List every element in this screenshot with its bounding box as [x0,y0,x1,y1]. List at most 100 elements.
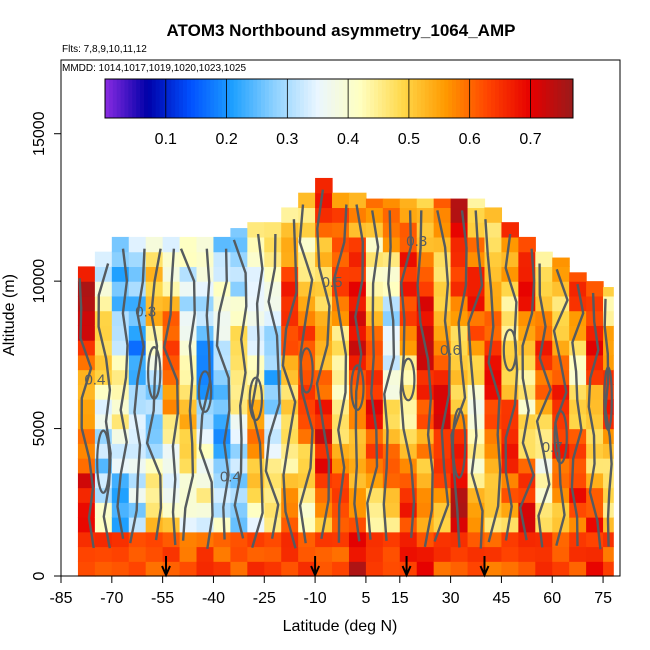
contour-line [198,248,214,549]
contour-line [570,283,585,547]
x-tick-label: -10 [304,590,327,607]
contour-line [250,233,264,549]
heat-cell [450,266,469,282]
heat-cell [399,207,418,223]
colorbar-segment [296,79,301,118]
heat-cell [501,531,519,548]
heat-cell [298,251,316,267]
heat-cell [128,413,147,430]
colorbar-segment [311,79,317,118]
heat-cell [94,502,113,518]
heat-cell [484,340,503,356]
colorbar-segment [471,79,476,118]
heat-cell [484,531,503,548]
heat-cell [450,502,469,518]
contour-line [145,248,163,541]
colorbar-segment [487,79,492,118]
heat-cell [281,472,299,489]
heat-cell [315,413,333,430]
heat-cell [518,310,536,326]
heat-cell [433,472,452,489]
heat-cell [416,428,435,444]
heat-cell [264,340,282,356]
heat-cell [111,384,130,400]
colorbar-segment [518,79,523,118]
heat-cell [332,472,350,489]
heat-cell [264,546,282,562]
heat-cell [230,295,248,312]
heat-cell [196,236,215,253]
heat-cell [230,251,248,267]
heat-cell [518,502,536,518]
heat-cell [179,443,198,459]
heat-cell [365,502,384,518]
heat-cell [145,443,164,459]
colorbar-segment [381,79,387,118]
colorbar-tick-label: 0.5 [398,131,420,148]
heat-cell [264,428,282,444]
heat-cell [348,310,367,326]
heat-cell [111,502,130,518]
heat-cell [179,325,198,341]
heat-cell [111,561,130,577]
heat-cell [111,295,130,312]
colorbar-segment [280,79,285,118]
heat-cell [382,502,401,518]
colorbar-segment [432,79,437,118]
heat-cell [94,251,113,267]
heat-cell [484,472,503,489]
colorbar-segment [561,79,566,118]
profile-marker-head [479,565,490,578]
x-tick-label: -40 [202,590,225,607]
colorbar-segment [225,79,231,118]
contour-loop [603,366,613,431]
heat-cell [77,281,96,297]
colorbar-segment [452,79,457,118]
heat-cell [552,325,570,341]
colorbar-segment [198,79,203,118]
colorbar-segment [401,79,406,118]
heat-cell [467,340,486,356]
colorbar-segment [229,79,235,118]
heat-cell [433,546,452,562]
heat-cell [365,207,384,223]
heat-cell [348,487,367,503]
heat-cell [552,340,570,356]
colorbar-segment [210,79,215,118]
heat-cell [77,561,96,577]
heat-cell [162,546,181,562]
heat-cell [281,546,299,562]
heat-cell [179,458,198,474]
heat-cell [196,561,215,577]
heat-cell [298,443,316,459]
heat-cell [179,295,198,312]
heat-cell [94,487,113,503]
heat-cell [535,281,553,297]
heat-cell [196,413,215,430]
heat-cell [365,251,384,267]
heat-cell [264,222,282,238]
contour-loop [350,364,365,411]
colorbar-segment [253,79,258,118]
heat-cell [416,502,435,518]
heat-cell [77,502,96,518]
heat-cell [603,295,614,312]
heat-cell [332,546,350,562]
heat-cell [416,295,435,312]
heat-cell [179,384,198,400]
heat-cell [281,531,299,548]
heat-cell [348,354,367,371]
colorbar-segment [272,79,278,118]
heat-cell [315,531,333,548]
colorbar-segment [424,79,430,118]
heat-cell [196,487,215,503]
heat-cell [213,443,231,459]
heat-cell [128,325,147,341]
heat-cell [569,295,587,312]
heat-cell [484,295,503,312]
heat-cell [433,561,452,577]
colorbar-segment [284,79,289,118]
y-tick-label: 10000 [31,259,48,304]
heat-cell [332,384,350,400]
